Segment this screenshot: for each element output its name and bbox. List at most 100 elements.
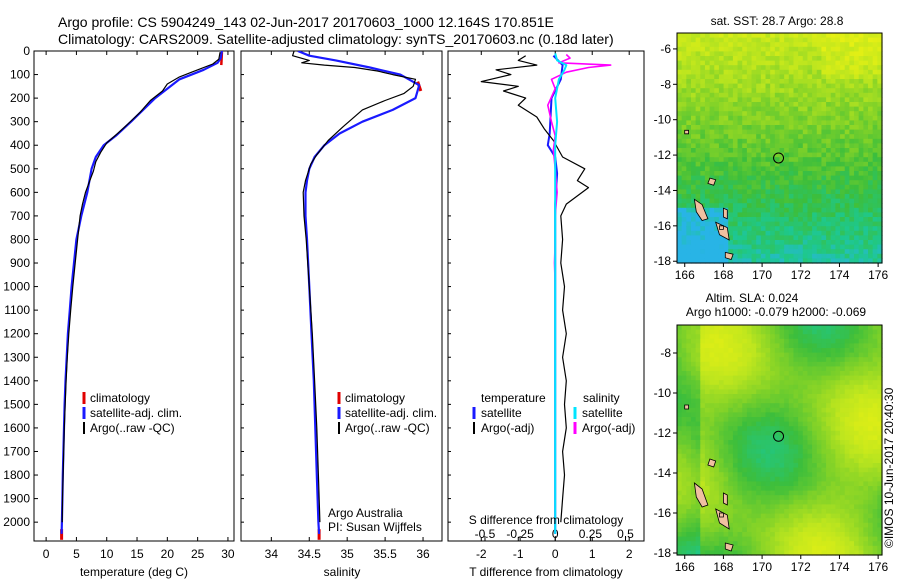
map-cell — [737, 92, 743, 98]
map-cell — [732, 46, 739, 52]
map-cell — [756, 203, 762, 209]
map-cell — [802, 212, 809, 218]
map-cell — [677, 184, 683, 190]
map-cell — [760, 440, 767, 446]
map-cell — [732, 217, 739, 223]
map-cell — [765, 74, 771, 80]
map-cell — [826, 115, 832, 121]
map-cell — [728, 207, 734, 213]
map-cell — [868, 221, 874, 227]
map-cell — [802, 476, 809, 482]
map-cell — [677, 253, 683, 259]
map-cell — [732, 444, 739, 450]
map-cell — [746, 343, 753, 349]
map-cell — [798, 180, 804, 186]
map-cell — [765, 444, 771, 450]
map-cell — [816, 435, 823, 441]
map-cell — [840, 504, 846, 510]
map-cell — [690, 134, 697, 140]
map-cell — [844, 421, 850, 427]
map-cell — [807, 88, 813, 94]
map-cell — [751, 88, 757, 94]
map-cell — [714, 69, 720, 75]
map-cell — [690, 51, 697, 57]
map-cell — [840, 513, 846, 519]
map-cell — [718, 412, 725, 418]
map-cell — [793, 389, 799, 395]
map-cell — [690, 92, 697, 98]
map-cell — [784, 394, 790, 400]
map-cell — [756, 65, 762, 71]
map-cell — [872, 426, 878, 432]
map-cell — [849, 357, 855, 363]
map-cell — [784, 444, 790, 450]
map-cell — [793, 481, 799, 487]
map-cell — [830, 65, 837, 71]
map-cell — [681, 481, 687, 487]
map-cell — [793, 361, 799, 367]
map-cell — [835, 536, 841, 542]
map-cell — [835, 532, 841, 538]
map-cell — [849, 426, 855, 432]
map-cell — [826, 102, 832, 108]
map-cell — [751, 65, 757, 71]
map-cell — [798, 541, 804, 547]
map-cell — [700, 467, 706, 473]
map-cell — [779, 513, 785, 519]
map-cell — [821, 184, 827, 190]
map-cell — [807, 92, 813, 98]
map-cell — [868, 329, 874, 335]
map-cell — [844, 550, 850, 556]
map-cell — [798, 371, 804, 377]
map-cell — [751, 421, 757, 427]
map-cell — [858, 504, 864, 510]
map-cell — [760, 513, 767, 519]
map-cell — [686, 366, 692, 372]
map-cell — [695, 102, 701, 108]
map-cell — [728, 476, 734, 482]
map-cell — [677, 532, 683, 538]
map-cell — [751, 463, 757, 469]
map-cell — [695, 79, 701, 85]
map-cell — [868, 138, 874, 144]
map-cell — [760, 495, 767, 501]
map-cell — [830, 343, 837, 349]
map-cell — [704, 134, 711, 140]
map-cell — [677, 171, 683, 177]
map-cell — [695, 467, 701, 473]
map-cell — [835, 375, 841, 381]
map-cell — [858, 527, 864, 533]
map-cell — [770, 380, 776, 386]
map-cell — [700, 97, 706, 103]
map-cell — [816, 348, 823, 354]
map-cell — [877, 522, 883, 528]
map-cell — [709, 226, 715, 232]
map-cell — [826, 421, 832, 427]
map-cell — [765, 384, 771, 390]
map-cell — [788, 157, 795, 163]
map-cell — [737, 481, 743, 487]
map-cell — [816, 417, 823, 423]
map-cell — [821, 421, 827, 427]
map-cell — [840, 325, 846, 331]
map-cell — [732, 527, 739, 533]
map-cell — [718, 458, 725, 464]
map-cell — [844, 115, 850, 121]
map-cell — [835, 366, 841, 372]
map-cell — [723, 152, 729, 158]
map-cell — [863, 536, 869, 542]
map-cell — [704, 69, 711, 75]
map-cell — [854, 421, 860, 427]
map-cell — [816, 65, 823, 71]
map-cell — [728, 348, 734, 354]
map-cell — [858, 463, 864, 469]
map-cell — [714, 189, 720, 195]
map-cell — [863, 37, 869, 43]
map-cell — [751, 481, 757, 487]
map-cell — [844, 120, 850, 126]
map-cell — [709, 212, 715, 218]
map-cell — [751, 180, 757, 186]
map-cell — [802, 343, 809, 349]
map-cell — [830, 513, 837, 519]
map-cell — [816, 244, 823, 250]
